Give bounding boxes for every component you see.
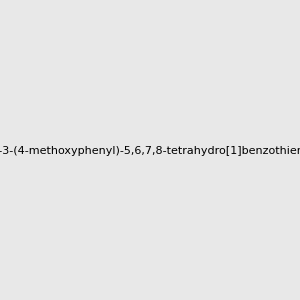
- Text: 2-[(3-fluorobenzyl)sulfanyl]-3-(4-methoxyphenyl)-5,6,7,8-tetrahydro[1]benzothien: 2-[(3-fluorobenzyl)sulfanyl]-3-(4-methox…: [0, 146, 300, 157]
